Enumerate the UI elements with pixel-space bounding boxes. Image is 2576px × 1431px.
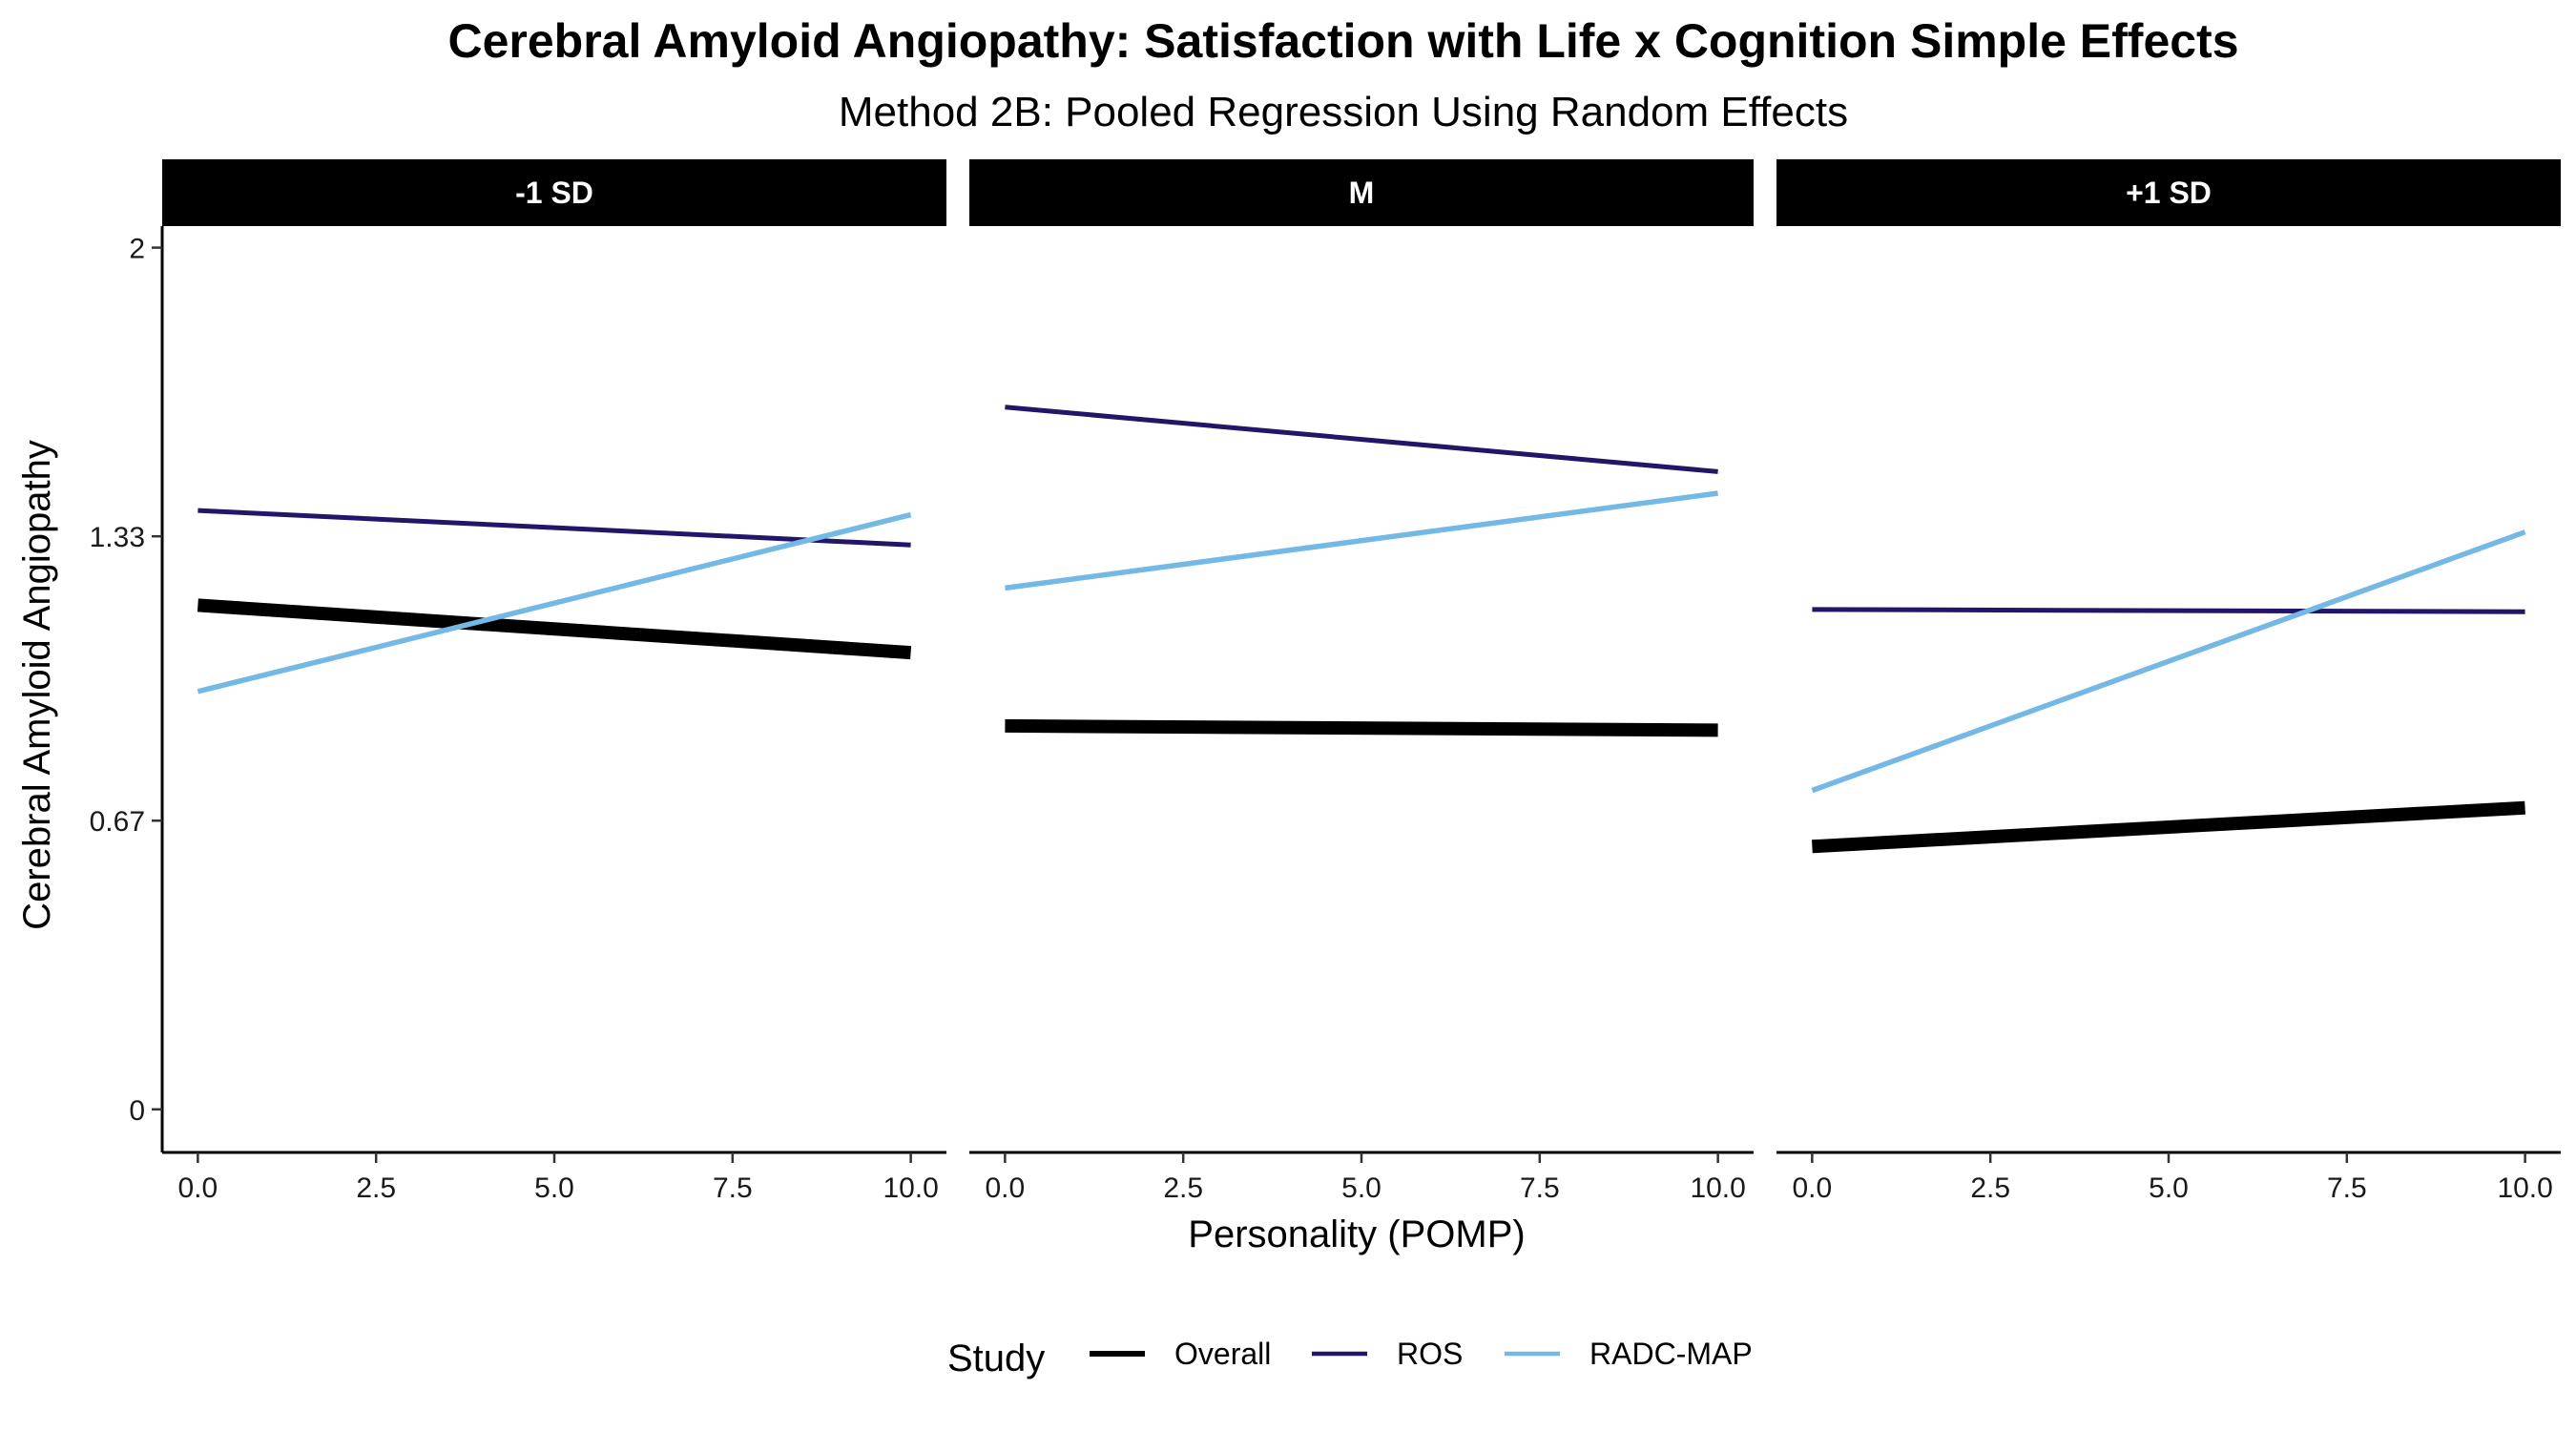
legend-item: RADC-MAP: [1505, 1337, 1753, 1371]
chart-subtitle: Method 2B: Pooled Regression Using Rando…: [839, 89, 1848, 135]
facet-strip-label: +1 SD: [2126, 176, 2212, 210]
x-tick-label: 10.0: [883, 1172, 938, 1204]
facet-strip-label: M: [1349, 176, 1375, 210]
series-line-radc-map: [1811, 529, 2526, 794]
x-tick-label: 2.5: [1970, 1172, 2010, 1204]
chart-title: Cerebral Amyloid Angiopathy: Satisfactio…: [447, 14, 2238, 68]
x-tick-label: 5.0: [2149, 1172, 2189, 1204]
legend-title: Study: [947, 1338, 1045, 1379]
legend-label: RADC-MAP: [1589, 1337, 1753, 1371]
x-tick-label: 7.5: [713, 1172, 753, 1204]
x-tick-label: 5.0: [534, 1172, 574, 1204]
x-tick-label: 0.0: [178, 1172, 218, 1204]
y-axis-title: Cerebral Amyloid Angiopathy: [16, 440, 58, 930]
x-tick-label: 2.5: [356, 1172, 396, 1204]
x-tick-label: 0.0: [986, 1172, 1026, 1204]
facet-panel: +1 SD 0.0 2.5 5.0 7.5 10.0: [1776, 159, 2561, 1204]
series-line-ros: [1812, 607, 2525, 614]
facet-panel: -1 SD 0.0 2.5 5.0 7.5 10.0: [162, 159, 946, 1204]
facet-strip-label: -1 SD: [515, 176, 593, 210]
series-line-overall: [1005, 718, 1718, 737]
x-tick-label: 7.5: [2327, 1172, 2367, 1204]
legend-label: ROS: [1397, 1337, 1463, 1371]
series-line-overall: [197, 598, 912, 660]
x-tick-label: 0.0: [1793, 1172, 1833, 1204]
facet-panel: M 0.0 2.5 5.0 7.5 10.0: [969, 159, 1754, 1204]
legend-item: ROS: [1312, 1337, 1463, 1371]
x-axis-title: Personality (POMP): [1188, 1213, 1525, 1255]
series-line-radc-map: [197, 511, 912, 695]
x-tick-label: 2.5: [1163, 1172, 1203, 1204]
series-line-radc-map: [1005, 490, 1718, 591]
x-tick-label: 5.0: [1341, 1172, 1381, 1204]
y-axis: 0 0.67 1.33 2: [90, 226, 164, 1152]
y-tick-label: 1.33: [90, 522, 145, 553]
y-tick-label: 0.67: [90, 806, 145, 838]
series-line-ros: [197, 508, 911, 548]
series-line-overall: [1812, 800, 2525, 854]
legend: Study Overall ROS RADC-MAP: [947, 1337, 1753, 1379]
facet-strip: [1776, 159, 2561, 226]
y-tick-label: 0: [129, 1095, 145, 1127]
y-tick-label: 2: [129, 234, 145, 265]
legend-item: Overall: [1090, 1337, 1271, 1371]
facet-strip: [969, 159, 1754, 226]
series-line-ros: [1005, 404, 1718, 474]
x-tick-label: 10.0: [2497, 1172, 2552, 1204]
x-tick-label: 7.5: [1520, 1172, 1560, 1204]
facet-panels: 0 0.67 1.33 2 -1 SD 0.0 2.5 5.0 7.5 10.0 M 0.0 2.5 5.…: [90, 159, 2561, 1204]
legend-label: Overall: [1174, 1337, 1271, 1371]
x-tick-label: 10.0: [1690, 1172, 1745, 1204]
facet-strip: [162, 159, 946, 226]
